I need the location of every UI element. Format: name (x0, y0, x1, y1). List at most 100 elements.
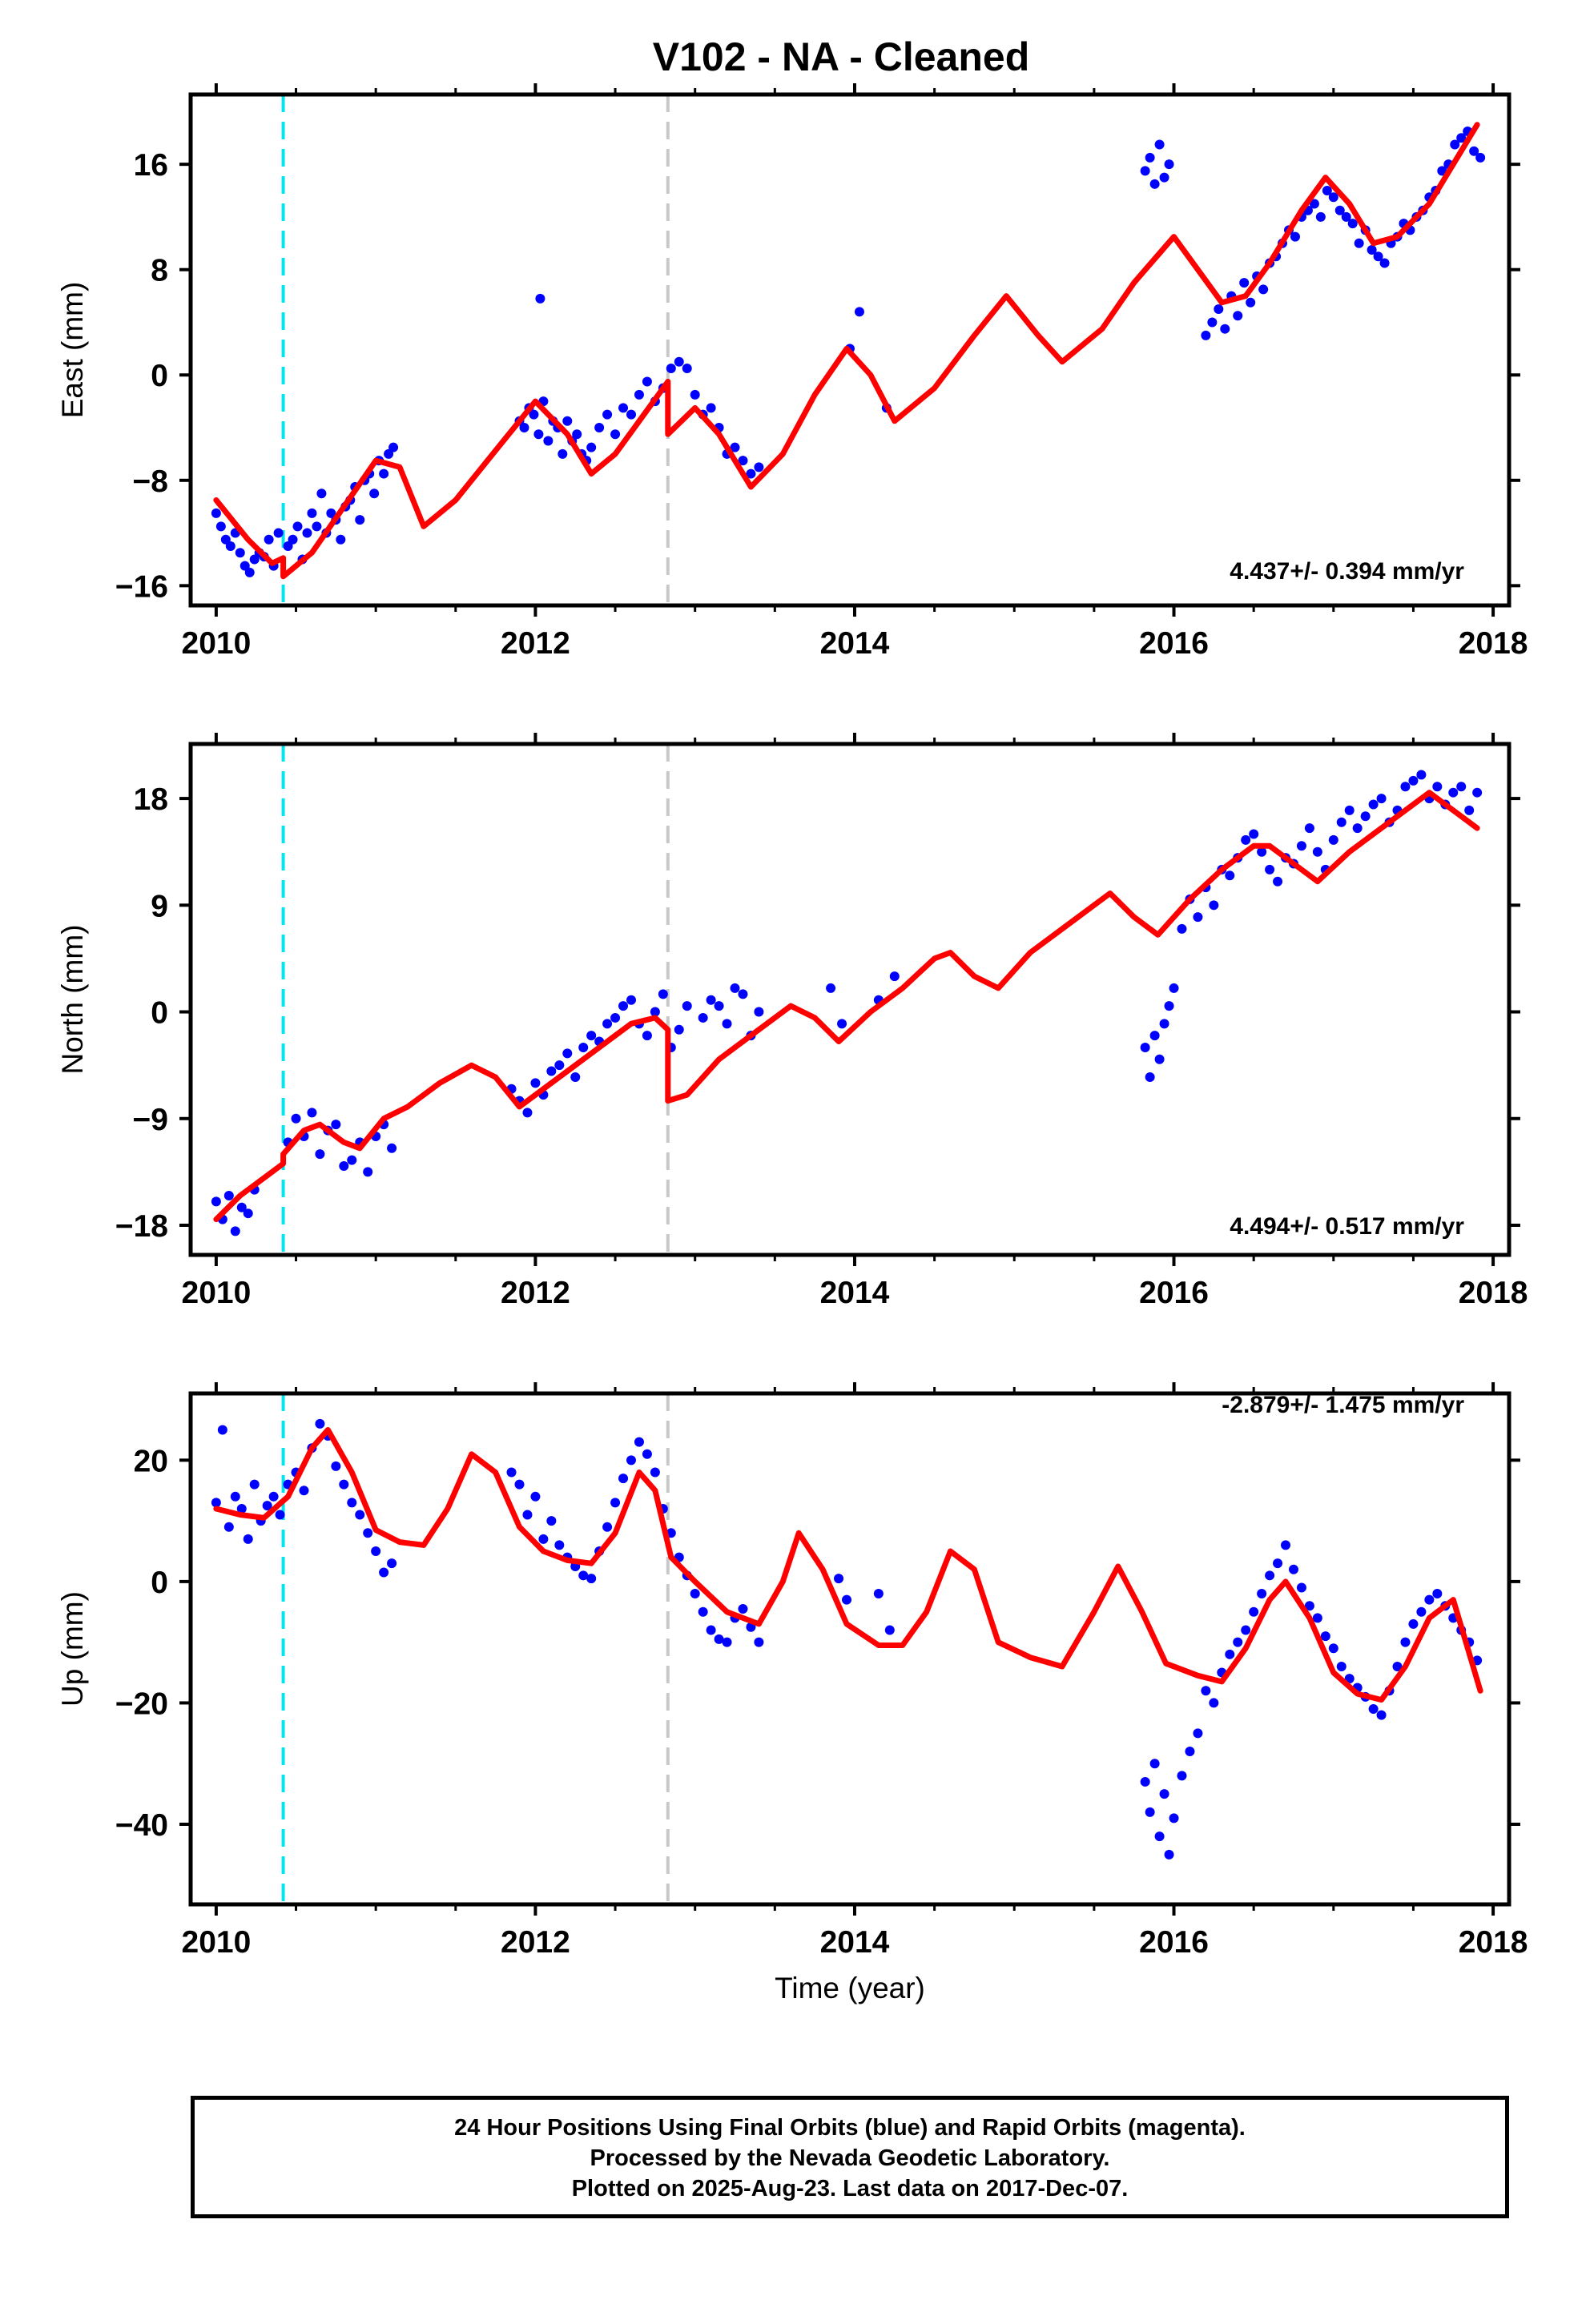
east-x-tick-label: 2016 (1139, 626, 1209, 661)
up-data-point (1177, 1771, 1187, 1781)
east-data-point (1233, 311, 1243, 321)
up-data-point (339, 1479, 349, 1490)
east-data-point (1140, 166, 1150, 176)
north-x-tick-label: 2012 (501, 1276, 570, 1310)
north-data-point (243, 1208, 253, 1219)
north-data-point (730, 983, 740, 993)
east-x-tick-label: 2014 (820, 626, 890, 661)
east-data-point (1159, 172, 1169, 183)
east-data-point (1354, 238, 1364, 248)
east-data-point (312, 521, 322, 532)
up-data-point (714, 1634, 724, 1644)
up-data-point (1241, 1625, 1251, 1635)
north-data-point (650, 1007, 660, 1017)
panel-east: 2010 2012 2014 2016 2018 −16 −8 0 8 16 East (mm) 4.… (56, 83, 1528, 661)
up-data-point (1304, 1601, 1314, 1611)
east-data-point (1164, 159, 1174, 170)
up-x-tick-label: 2014 (820, 1925, 890, 1960)
up-data-point (249, 1479, 260, 1490)
up-data-point (1149, 1759, 1160, 1769)
north-data-point (1368, 799, 1379, 810)
east-data-point (211, 508, 221, 518)
up-data-point (650, 1467, 660, 1478)
east-frame (188, 92, 1512, 608)
north-data-point (1344, 805, 1355, 815)
north-frame (188, 742, 1512, 1257)
up-data-point (1400, 1637, 1411, 1647)
north-data-point (1456, 782, 1467, 792)
north-data-point (1145, 1072, 1155, 1082)
east-data-point (706, 403, 716, 413)
north-data-point (1360, 811, 1371, 822)
east-data-point (626, 409, 636, 420)
up-data-point (834, 1574, 844, 1584)
east-data-point (690, 389, 700, 400)
east-data-point (1201, 330, 1211, 340)
up-data-point (586, 1574, 597, 1584)
north-data-point (1209, 900, 1219, 911)
up-data-point (315, 1418, 325, 1429)
up-x-tick-label: 2010 (182, 1925, 252, 1960)
up-y-tick-label: 0 (151, 1566, 168, 1600)
north-data-point (610, 1012, 621, 1023)
north-data-point (554, 1060, 565, 1071)
north-data-point (1273, 876, 1283, 887)
north-x-tick-label: 2014 (820, 1276, 890, 1310)
east-y-axis-title: East (mm) (56, 282, 89, 419)
up-data-point (262, 1501, 272, 1511)
east-data-point (674, 356, 684, 367)
north-x-tick-label: 2010 (182, 1276, 252, 1310)
north-y-tick-label: −18 (115, 1209, 168, 1244)
east-data-point (610, 429, 621, 440)
up-data-point (1432, 1589, 1443, 1599)
north-data-point (1352, 823, 1363, 834)
east-data-point (1322, 186, 1332, 196)
north-data-point (602, 1019, 613, 1029)
east-data-point (1469, 146, 1479, 156)
up-data-point (1257, 1589, 1267, 1599)
up-data-point (1169, 1813, 1179, 1823)
east-data-point (283, 541, 293, 552)
north-data-point (1432, 782, 1443, 792)
east-data-point (316, 489, 327, 499)
east-data-point (1220, 324, 1230, 334)
north-data-point (211, 1196, 221, 1207)
up-data-point (514, 1479, 525, 1490)
north-y-tick-label: 9 (151, 889, 168, 923)
east-data-point (562, 416, 573, 426)
east-data-point (1475, 152, 1486, 163)
north-data-point (754, 1007, 764, 1017)
east-plot-area (211, 94, 1486, 605)
up-data-point (379, 1567, 389, 1578)
up-data-point (1185, 1747, 1195, 1757)
north-data-point (570, 1072, 581, 1082)
up-data-point (522, 1510, 533, 1520)
north-data-point (223, 1190, 234, 1200)
up-data-point (554, 1540, 565, 1550)
north-data-point (626, 995, 636, 1005)
north-x-tick-label: 2018 (1459, 1276, 1528, 1310)
up-data-point (1249, 1606, 1259, 1617)
east-data-point (1450, 139, 1460, 150)
east-data-point (1207, 317, 1218, 328)
up-data-point (275, 1510, 285, 1520)
up-data-point (299, 1486, 309, 1496)
up-data-point (873, 1589, 884, 1599)
north-data-point (1169, 983, 1179, 993)
north-data-point (387, 1143, 397, 1153)
up-data-point (1392, 1661, 1403, 1671)
east-data-point (1367, 245, 1377, 255)
east-data-point (558, 448, 568, 459)
up-data-point (538, 1534, 549, 1544)
north-data-point (363, 1167, 373, 1177)
east-data-point (1373, 251, 1383, 262)
north-data-point (738, 989, 748, 999)
east-data-point (1347, 219, 1358, 229)
east-data-point (302, 528, 312, 538)
up-data-point (1154, 1831, 1165, 1842)
north-data-point (1164, 1001, 1174, 1011)
up-data-point (1416, 1606, 1427, 1617)
up-data-point (1328, 1643, 1338, 1654)
east-data-point (384, 448, 394, 459)
up-data-point (1209, 1698, 1219, 1708)
